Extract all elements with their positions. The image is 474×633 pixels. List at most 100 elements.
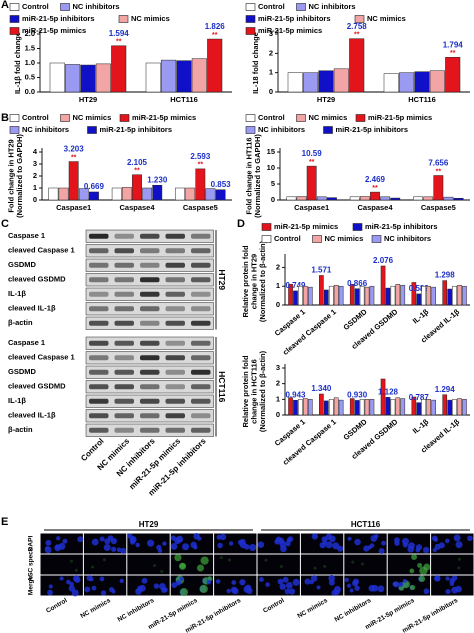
blot-band bbox=[140, 248, 160, 254]
blot-band bbox=[165, 355, 185, 361]
nucleus bbox=[265, 582, 270, 587]
bar bbox=[400, 398, 406, 416]
y-axis-label: (Normalized to β-actin) bbox=[258, 240, 267, 322]
legend-label: NC inhibitors bbox=[22, 125, 69, 134]
y-axis-label: (Normalized to GAPDH) bbox=[15, 134, 24, 218]
legend-label: NC inhibitors bbox=[258, 125, 305, 134]
value-label: 1.571 bbox=[311, 266, 332, 275]
bar bbox=[421, 399, 427, 416]
lane-label: Control bbox=[45, 597, 69, 615]
blot-band bbox=[191, 320, 211, 326]
asc-speck bbox=[196, 564, 205, 572]
asc-background bbox=[91, 565, 95, 569]
nucleus bbox=[108, 586, 115, 593]
y-axis-label: Fold change in HT116 bbox=[244, 137, 253, 214]
nucleus bbox=[135, 542, 140, 548]
nucleus bbox=[193, 532, 200, 540]
bar bbox=[121, 187, 132, 201]
asc-speck bbox=[178, 562, 187, 570]
legend-swatch bbox=[245, 3, 256, 11]
bar bbox=[431, 286, 436, 306]
blot-label: GSDMD bbox=[8, 260, 37, 269]
nucleus bbox=[190, 541, 197, 549]
nucleus bbox=[176, 535, 184, 543]
legend-label: miR-21-5p inhibitors bbox=[336, 125, 409, 134]
bar bbox=[333, 285, 339, 306]
blot-band bbox=[140, 320, 160, 326]
asc-speck bbox=[179, 588, 189, 597]
nucleus bbox=[59, 576, 64, 581]
bar bbox=[318, 70, 334, 93]
nucleus bbox=[422, 546, 430, 553]
cell-line-label: HCT116 bbox=[217, 371, 227, 402]
y-tick-label: 15 bbox=[267, 147, 275, 156]
blot-band bbox=[89, 233, 109, 239]
nucleus bbox=[182, 543, 190, 551]
bar bbox=[380, 196, 391, 201]
bar bbox=[354, 288, 360, 306]
cell-line-label: HCT116 bbox=[351, 520, 381, 529]
nucleus bbox=[371, 584, 379, 592]
blot-band bbox=[89, 291, 109, 297]
value-label: 1.794 bbox=[443, 40, 464, 49]
asc-speck bbox=[174, 554, 182, 562]
nucleus bbox=[215, 579, 221, 584]
nucleus bbox=[423, 588, 430, 595]
y-tick-label: 2.0 bbox=[25, 29, 35, 38]
x-tick-label: HT29 bbox=[317, 95, 335, 104]
blot-band bbox=[140, 398, 160, 404]
x-tick-label: HCT116 bbox=[408, 95, 436, 104]
bar bbox=[364, 399, 370, 416]
legend-swatch bbox=[245, 126, 256, 134]
legend-label: NC mimics bbox=[131, 14, 170, 23]
nucleus bbox=[332, 542, 340, 550]
blot-label: IL-1β bbox=[8, 289, 26, 298]
bar bbox=[293, 399, 298, 416]
micrograph bbox=[431, 533, 474, 554]
nucleus bbox=[378, 547, 385, 554]
asc-speck bbox=[409, 584, 416, 591]
legend-swatch bbox=[354, 15, 365, 23]
bar bbox=[327, 197, 337, 201]
bar bbox=[370, 191, 380, 201]
value-label: 2.105 bbox=[127, 158, 148, 167]
bar bbox=[95, 63, 111, 93]
asc-speck bbox=[411, 554, 418, 561]
legend-swatch bbox=[296, 3, 306, 11]
value-label: 1.128 bbox=[378, 387, 399, 396]
nucleus bbox=[217, 542, 223, 549]
blot-band bbox=[114, 291, 134, 297]
nucleus bbox=[288, 588, 296, 595]
y-tick-label: 5 bbox=[271, 179, 275, 188]
x-tick-label: IL-1β bbox=[411, 417, 431, 436]
nucleus bbox=[381, 540, 387, 546]
blot-band bbox=[191, 306, 211, 312]
legend-label: miR-21-5p inhibitors bbox=[258, 14, 331, 23]
y-tick-label: 1.0 bbox=[25, 58, 35, 67]
bar bbox=[215, 189, 226, 201]
bar bbox=[78, 188, 89, 201]
nucleus bbox=[286, 538, 292, 543]
blot-band bbox=[114, 384, 134, 390]
y-tick-label: 3 bbox=[276, 363, 280, 372]
blot-band bbox=[140, 262, 160, 268]
blot-label: cleaved IL-1β bbox=[8, 304, 56, 313]
panel-letter: A bbox=[1, 0, 9, 11]
nucleus bbox=[278, 537, 285, 544]
channel-label: Merge bbox=[28, 576, 35, 596]
nucleus bbox=[349, 588, 354, 593]
blot-label: β-actin bbox=[8, 318, 33, 327]
blot-label: β-actin bbox=[8, 425, 33, 434]
x-tick-label: Caspase1 bbox=[294, 203, 329, 212]
bar bbox=[383, 73, 399, 93]
y-tick-label: 0 bbox=[33, 195, 37, 204]
blot-label: GSDMD bbox=[8, 367, 37, 376]
y-tick-label: 0 bbox=[271, 195, 275, 204]
nucleus bbox=[107, 535, 114, 541]
significance: ** bbox=[354, 32, 360, 39]
value-label: 0.943 bbox=[285, 390, 306, 399]
asc-background bbox=[227, 558, 231, 562]
bar bbox=[307, 286, 313, 306]
blot-label: cleaved IL-1β bbox=[8, 411, 56, 420]
bar bbox=[65, 64, 81, 93]
